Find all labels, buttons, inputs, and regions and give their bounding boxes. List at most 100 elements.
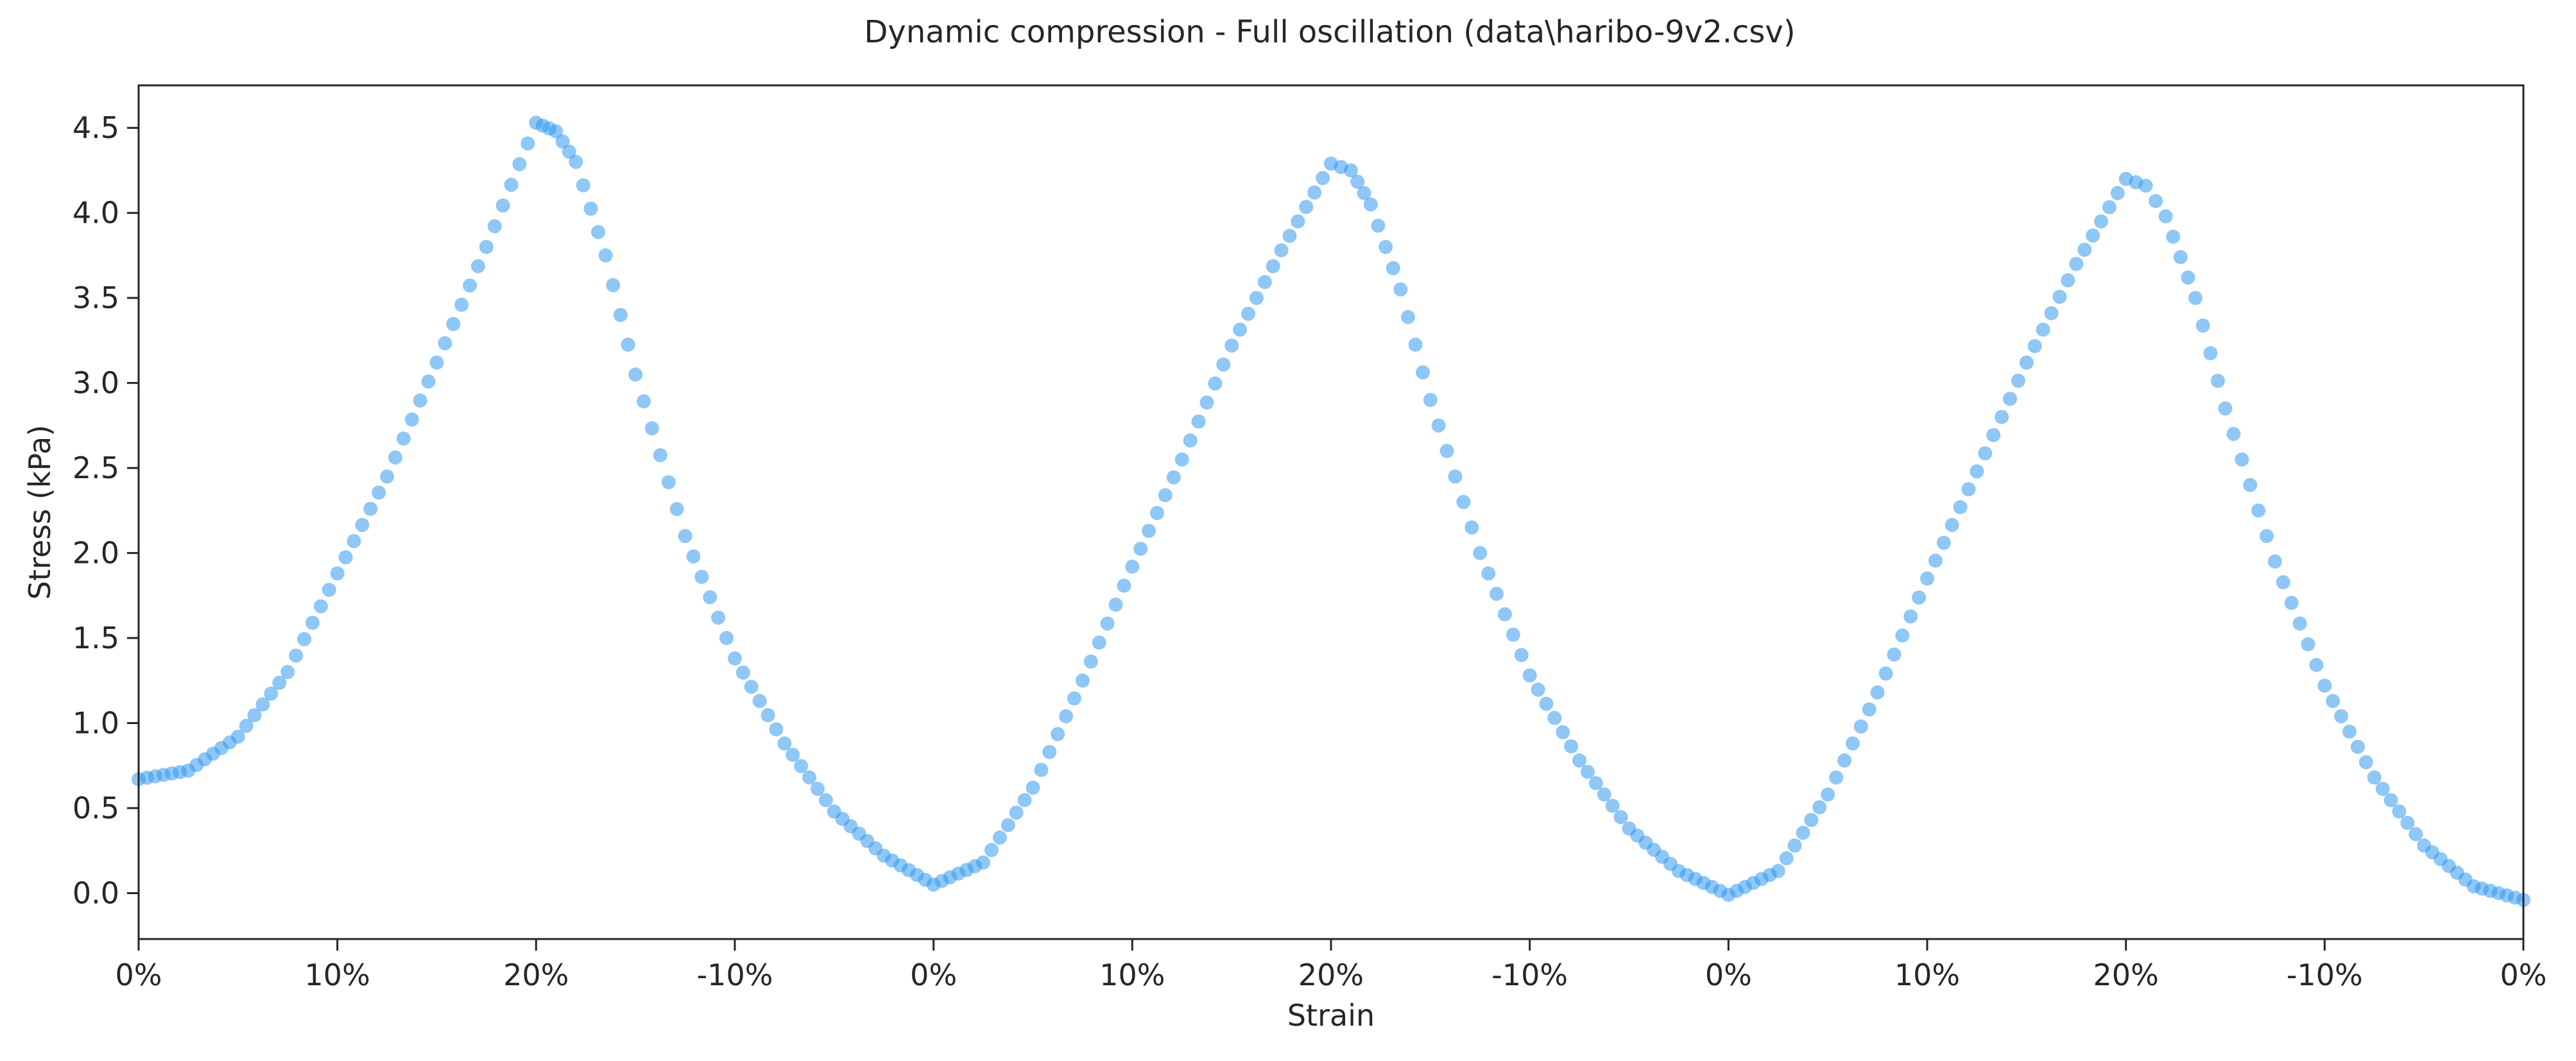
data-point	[1878, 666, 1893, 681]
data-point	[777, 736, 792, 751]
data-point	[1456, 495, 1471, 510]
data-point	[1009, 806, 1024, 820]
data-point	[454, 297, 469, 312]
data-point	[1970, 464, 1984, 479]
data-point	[297, 632, 312, 646]
data-point	[1771, 864, 1785, 878]
data-point	[2102, 200, 2117, 214]
data-point	[1821, 787, 1835, 802]
data-point	[694, 569, 709, 584]
data-point	[1522, 668, 1537, 683]
data-point	[230, 729, 245, 744]
x-tick-label: 0%	[910, 958, 957, 992]
data-point	[1920, 571, 1934, 586]
y-tick-label: 4.5	[73, 110, 119, 145]
data-point	[372, 485, 386, 500]
data-point	[1100, 616, 1115, 631]
data-point	[1423, 393, 1438, 408]
data-point	[637, 394, 651, 409]
data-point	[2334, 709, 2349, 723]
y-tick-label: 1.5	[73, 621, 119, 655]
data-point	[1547, 711, 1562, 725]
data-point	[463, 278, 477, 293]
data-point	[2158, 209, 2173, 223]
data-point	[1125, 559, 1140, 574]
y-tick-label: 3.5	[73, 280, 119, 315]
data-point	[1588, 776, 1603, 791]
data-point	[802, 770, 817, 785]
data-point	[280, 665, 295, 679]
x-tick-label: 10%	[1099, 958, 1165, 992]
scatter-points	[132, 116, 2530, 908]
data-point	[1266, 259, 1280, 273]
data-point	[1928, 553, 1943, 568]
data-point	[2392, 804, 2407, 819]
data-point	[678, 529, 692, 544]
data-point	[1829, 770, 1844, 785]
data-point	[569, 155, 583, 169]
data-point	[621, 338, 635, 352]
data-point	[719, 631, 734, 646]
data-point	[1473, 546, 1488, 560]
data-point	[2036, 322, 2050, 337]
data-point	[1316, 171, 1330, 185]
data-point	[1224, 338, 1239, 353]
data-point	[355, 517, 370, 532]
data-point	[1978, 446, 1993, 461]
x-tick-label: 20%	[503, 958, 569, 992]
data-point	[2400, 816, 2415, 830]
data-point	[1779, 851, 1794, 866]
data-point	[239, 718, 253, 733]
data-point	[1464, 520, 1479, 535]
data-point	[363, 501, 378, 516]
y-tick-label: 2.5	[73, 451, 119, 485]
data-point	[1249, 291, 1264, 306]
data-point	[2260, 529, 2274, 544]
y-tick-label: 3.0	[73, 366, 119, 401]
data-point	[2301, 637, 2315, 651]
y-tick-label: 2.0	[73, 536, 119, 571]
data-point	[1448, 469, 1463, 484]
data-point	[1804, 813, 1819, 827]
y-tick-label: 1.0	[73, 706, 119, 741]
data-point	[2110, 185, 2125, 200]
data-point	[1531, 682, 1545, 697]
data-point	[1150, 506, 1164, 521]
data-point	[2267, 554, 2282, 569]
data-point	[1026, 781, 1040, 795]
data-point	[1945, 517, 1959, 532]
y-tick-label: 0.0	[73, 876, 119, 910]
data-point	[2235, 452, 2249, 467]
data-point	[1853, 719, 1868, 734]
data-point	[380, 469, 395, 484]
data-point	[1371, 218, 1386, 233]
data-point	[1431, 418, 1446, 433]
x-tick-label: 10%	[305, 958, 370, 992]
data-point	[2210, 374, 2225, 388]
data-point	[1158, 488, 1172, 503]
data-point	[1059, 709, 1074, 723]
data-point	[591, 225, 606, 239]
x-tick-label: -10%	[2287, 958, 2363, 992]
data-point	[1051, 727, 1065, 741]
data-point	[2019, 355, 2034, 370]
data-point	[1075, 673, 1090, 688]
data-point	[429, 355, 444, 370]
data-point	[512, 157, 527, 171]
data-point	[2094, 214, 2108, 229]
data-point	[598, 248, 613, 263]
data-point	[1613, 810, 1628, 825]
data-point	[1117, 578, 1131, 593]
data-point	[2181, 270, 2195, 285]
x-tick-label: 10%	[1894, 958, 1960, 992]
data-point	[2358, 755, 2373, 770]
y-tick-label: 4.0	[73, 196, 119, 230]
data-point	[606, 278, 621, 293]
data-point	[1307, 185, 1322, 200]
data-point	[2342, 724, 2357, 739]
data-point	[1597, 787, 1611, 802]
data-point	[2052, 289, 2067, 304]
data-point	[1034, 763, 1049, 777]
data-point	[1439, 444, 1454, 458]
